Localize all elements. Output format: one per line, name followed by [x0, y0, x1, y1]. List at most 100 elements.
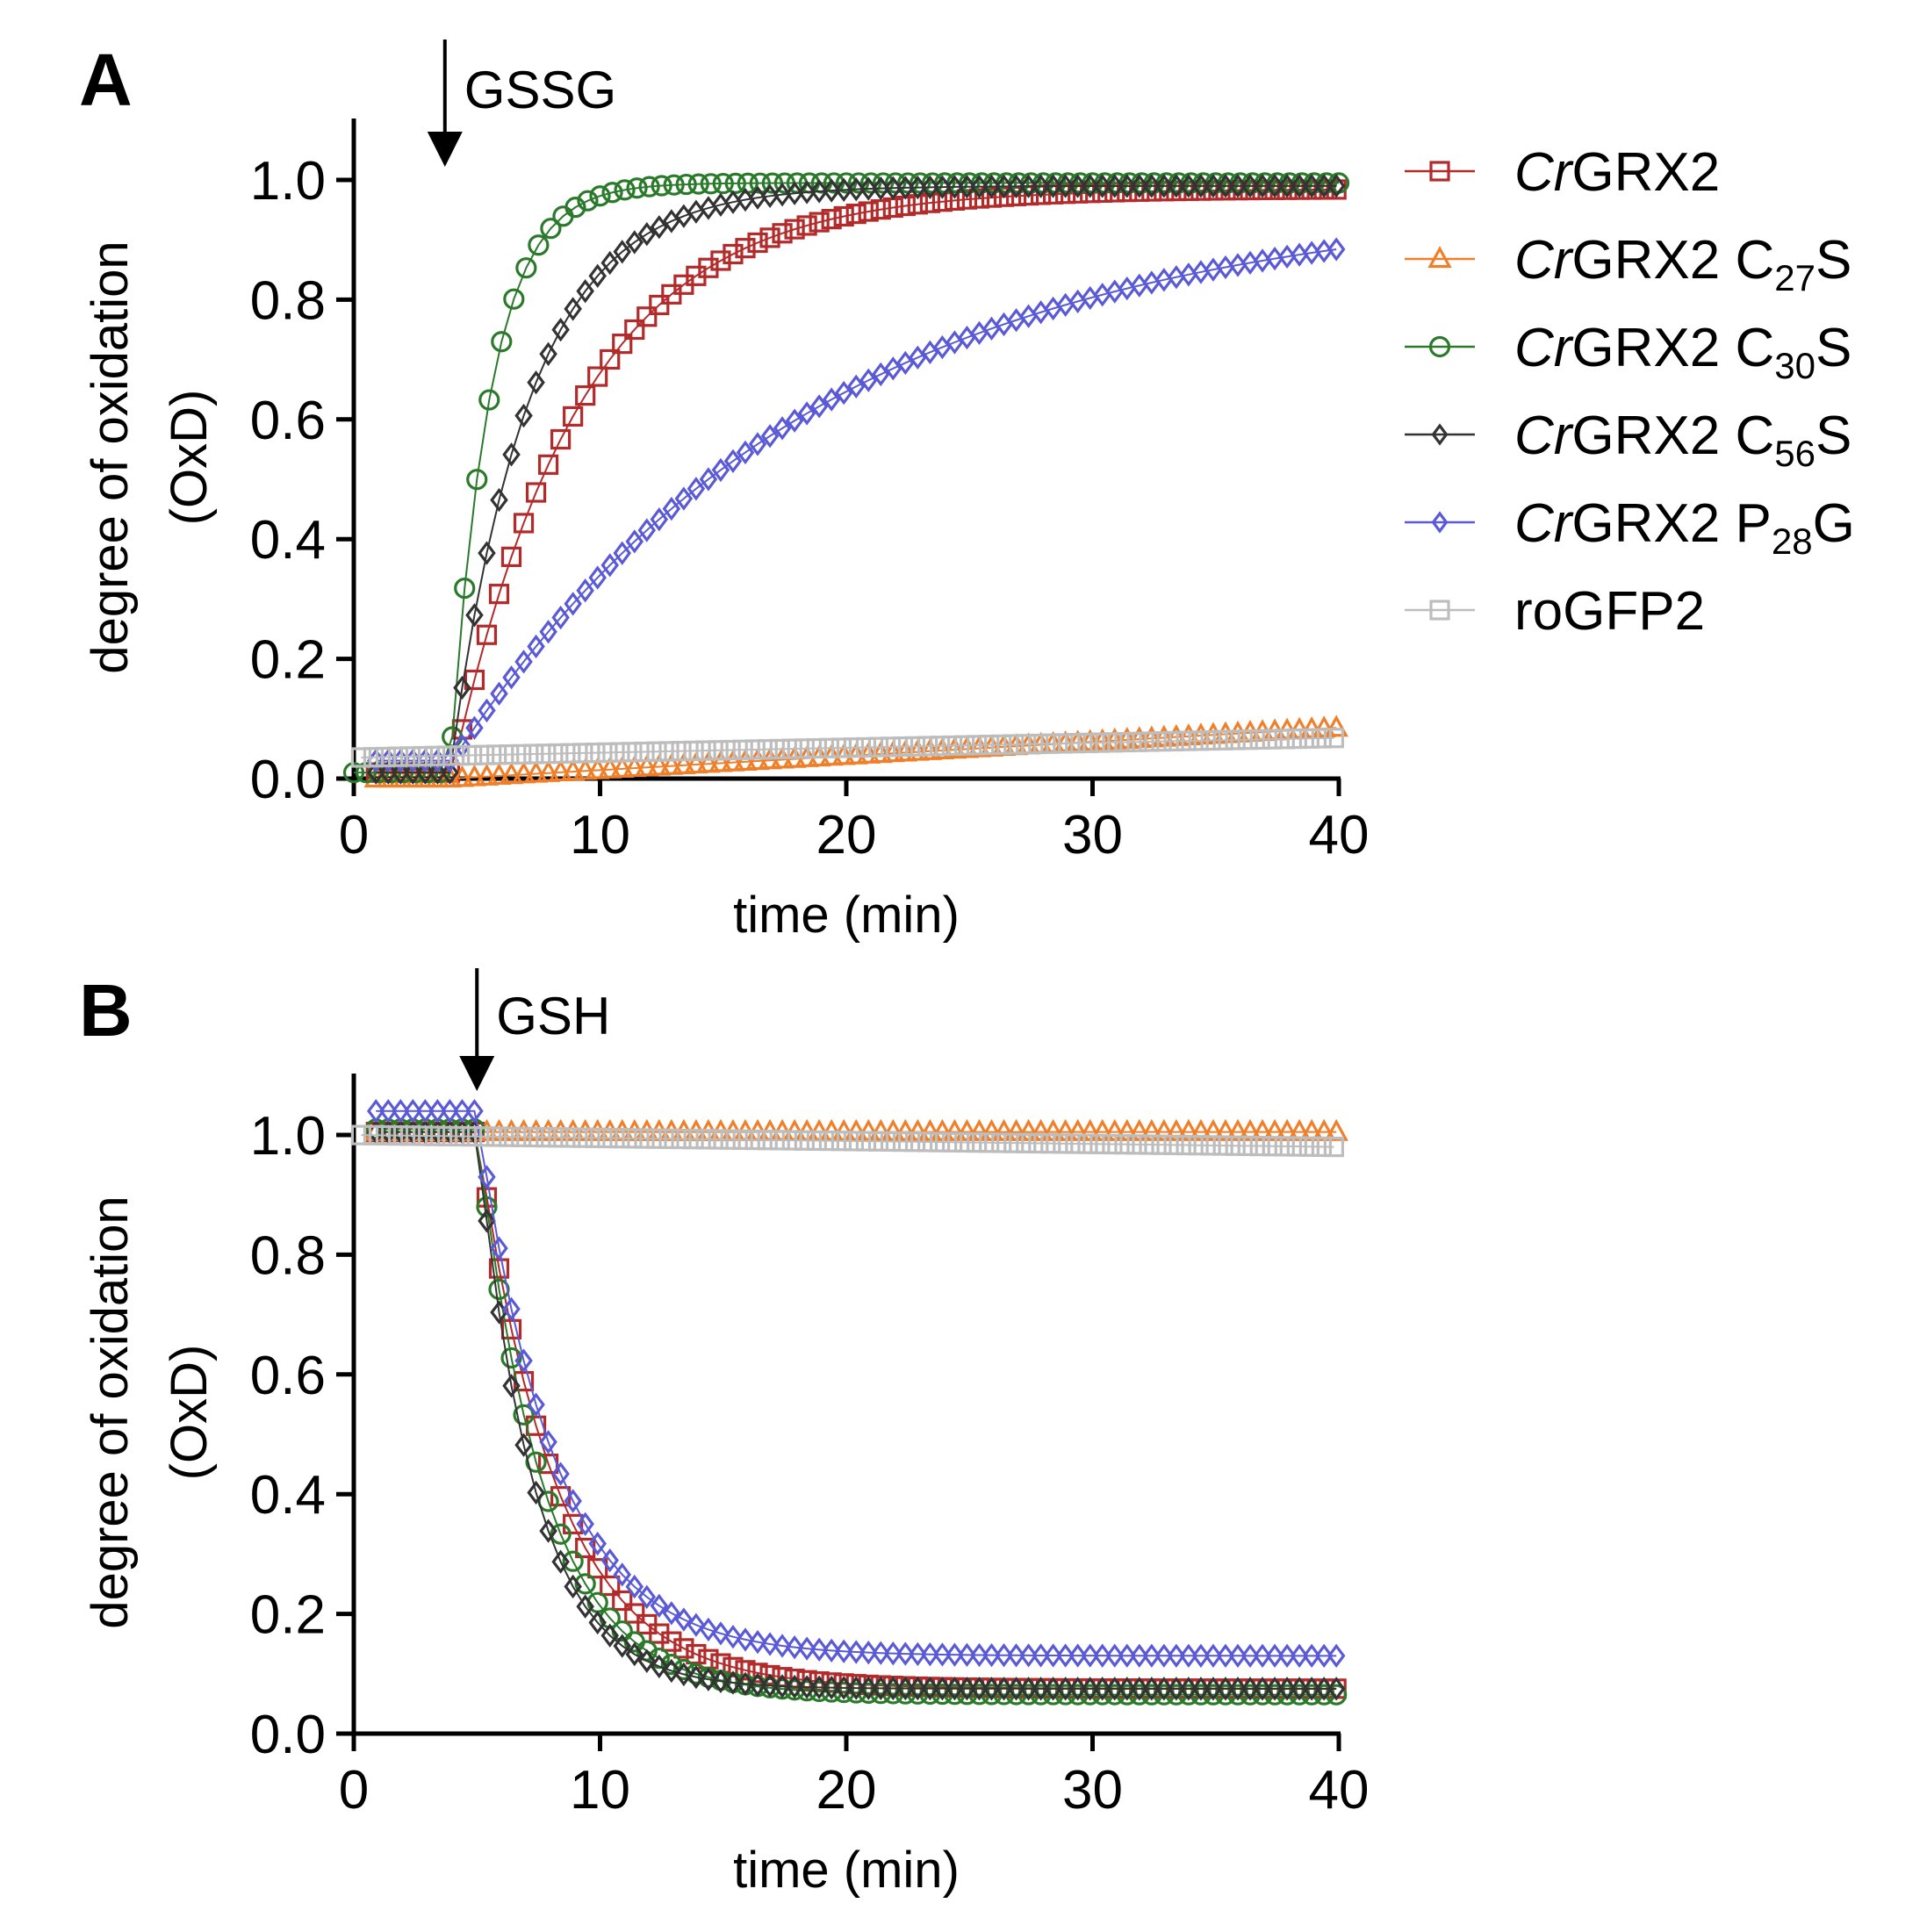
- data-point: [835, 172, 858, 194]
- legend-label: CrGRX2 C56S: [1514, 406, 1852, 474]
- data-point: [637, 1648, 657, 1673]
- legend-item: CrGRX2 C30S: [1405, 318, 1852, 386]
- data-point: [646, 741, 667, 762]
- data-point: [1327, 1643, 1346, 1668]
- data-point: [1044, 1643, 1062, 1668]
- data-point: [995, 1643, 1013, 1668]
- legend-label: roGFP2: [1514, 581, 1705, 642]
- data-point: [1040, 1133, 1061, 1154]
- annotation-arrowhead: [459, 1056, 495, 1091]
- data-point: [551, 317, 570, 342]
- data-point: [375, 1124, 397, 1146]
- data-point: [513, 1404, 535, 1426]
- data-point: [732, 1129, 753, 1150]
- data-point: [892, 736, 914, 758]
- data-point: [711, 1621, 730, 1646]
- series-rogfp2: [350, 1124, 1344, 1158]
- data-point: [1253, 1677, 1272, 1701]
- data-point: [609, 742, 630, 763]
- data-point: [366, 760, 385, 785]
- data-point: [880, 1131, 902, 1153]
- data-point: [929, 736, 951, 757]
- data-point: [929, 1131, 951, 1153]
- x-tick-label: 0: [339, 805, 369, 865]
- data-point: [1154, 1643, 1174, 1668]
- data-point: [781, 738, 802, 759]
- data-point: [474, 1126, 495, 1147]
- data-point: [1327, 1677, 1346, 1701]
- data-point: [441, 760, 459, 785]
- data-point: [833, 205, 854, 227]
- data-point: [350, 1124, 372, 1146]
- data-point: [514, 650, 533, 674]
- data-point: [797, 180, 816, 205]
- data-point: [478, 541, 496, 565]
- data-point: [1200, 1135, 1221, 1156]
- y-tick-label: 0.6: [250, 391, 326, 451]
- data-point: [687, 173, 709, 195]
- data-point: [687, 1612, 706, 1637]
- data-point: [588, 1610, 607, 1635]
- data-point: [1118, 174, 1137, 198]
- data-point: [671, 741, 692, 762]
- data-point: [845, 204, 866, 225]
- data-point: [560, 743, 581, 764]
- data-point: [867, 1131, 889, 1152]
- data-point: [503, 288, 525, 310]
- data-point: [650, 215, 669, 240]
- data-point: [1081, 1677, 1099, 1701]
- data-point: [1179, 174, 1198, 198]
- series-line: [376, 184, 1337, 774]
- y-tick-label: 0.8: [250, 270, 326, 331]
- data-point: [1286, 1136, 1307, 1157]
- series-line: [376, 248, 1337, 762]
- data-point: [1154, 174, 1174, 198]
- data-point: [662, 496, 681, 521]
- series-layer-a: [342, 172, 1350, 788]
- data-point: [747, 232, 768, 254]
- x-tick-label: 10: [570, 805, 630, 865]
- x-axis-title-a: time (min): [733, 887, 960, 944]
- data-point: [708, 1129, 729, 1150]
- data-point: [1032, 1677, 1050, 1701]
- data-point: [721, 749, 745, 772]
- data-point: [536, 743, 557, 765]
- data-point: [585, 1127, 606, 1148]
- x-tick-label: 40: [1309, 805, 1370, 865]
- data-point: [699, 467, 718, 492]
- data-point: [759, 227, 780, 248]
- data-point: [1016, 734, 1037, 755]
- legend: CrGRX2 CrGRX2 C27S CrGRX2 C30S CrGRX2 C56S C…: [1405, 142, 1855, 642]
- data-point: [872, 362, 890, 387]
- data-point: [428, 1099, 447, 1124]
- data-point: [1139, 731, 1160, 752]
- data-point: [613, 541, 631, 565]
- data-point: [967, 1132, 988, 1153]
- data-point: [1277, 174, 1297, 198]
- data-point: [946, 1677, 964, 1701]
- data-point: [1154, 1677, 1174, 1701]
- data-point: [981, 187, 1003, 208]
- data-point: [1274, 1136, 1295, 1157]
- y-tick-label: 0.6: [250, 1346, 326, 1406]
- data-point: [995, 1677, 1013, 1701]
- data-point: [1068, 1643, 1087, 1668]
- data-point: [720, 1129, 741, 1150]
- data-point: [454, 578, 476, 600]
- data-point: [650, 506, 669, 532]
- data-point: [412, 1125, 434, 1146]
- data-point: [1314, 174, 1334, 198]
- data-point: [525, 1451, 547, 1473]
- data-point: [548, 743, 569, 765]
- data-point: [958, 175, 976, 199]
- data-point: [626, 177, 648, 199]
- data-point: [723, 243, 744, 265]
- data-point: [622, 1128, 643, 1149]
- data-point: [1323, 1136, 1344, 1158]
- chart-panel-b: 0.0 0.2 0.4 0.6 0.8 1.0 0 10 20 30 40 GSH time (mi…: [82, 968, 1369, 1899]
- data-point: [859, 1676, 878, 1700]
- data-point: [585, 743, 606, 764]
- data-point: [515, 257, 537, 279]
- data-point: [870, 199, 891, 220]
- data-point: [872, 172, 895, 194]
